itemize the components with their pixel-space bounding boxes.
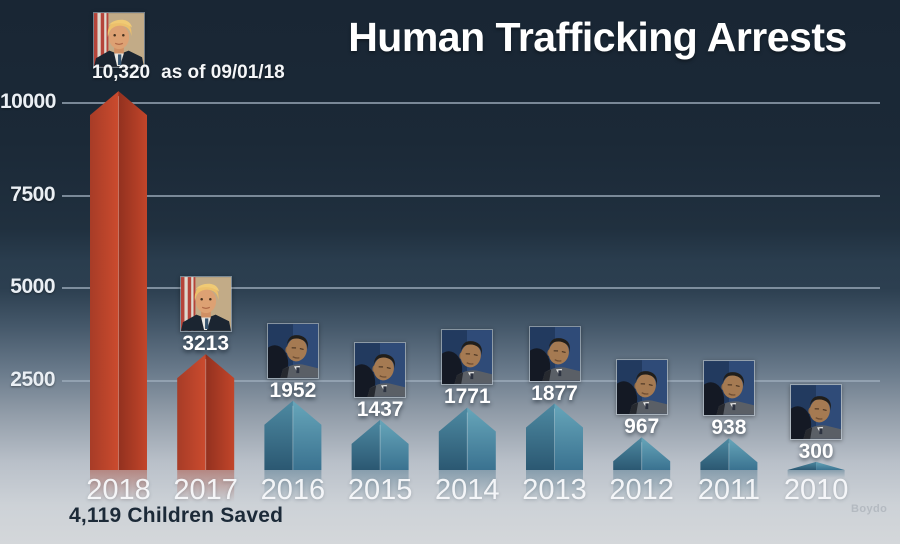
bar-2018-left	[90, 91, 119, 470]
obama-photo-frame	[441, 329, 494, 386]
y-tick-label: 10000	[0, 90, 56, 113]
year-label-2016: 2016	[260, 474, 326, 506]
y-tick-label: 2500	[10, 367, 55, 391]
obama-photo-frame	[615, 359, 668, 416]
value-label-2011: 938	[711, 416, 747, 440]
bar-2018-reflection	[90, 470, 147, 502]
trump-photo-frame	[179, 276, 232, 333]
trump-photo	[93, 13, 144, 67]
trump-photo	[180, 277, 231, 332]
obama-photo	[442, 330, 493, 385]
bar-2013-right	[554, 403, 583, 470]
bar-2018-right	[118, 91, 147, 470]
year-label-2011: 2011	[697, 474, 761, 506]
value-label-2012: 967	[624, 415, 660, 439]
bar-2011-left	[700, 438, 729, 470]
gridline-5000	[62, 287, 880, 289]
top-annotation-suffix: as of 09/01/18	[161, 62, 285, 83]
bar-2011-right	[728, 438, 758, 470]
bar-2010-right	[816, 461, 845, 470]
bar-2013-left	[526, 403, 555, 470]
obama-photo-frame	[528, 325, 581, 382]
gridline-7500	[62, 194, 880, 197]
year-label-2010: 2010	[783, 474, 849, 506]
bar-2015-right	[380, 419, 409, 470]
bar-2017-left	[177, 354, 206, 470]
bar-2014-reflection	[438, 470, 496, 502]
obama-photo	[267, 323, 318, 378]
year-label-2018: 2018	[86, 474, 151, 506]
trump-photo-frame	[92, 12, 145, 68]
bar-2012-left	[613, 437, 642, 470]
children-saved-note: 4,119 Children Saved	[69, 504, 284, 527]
watermark: Boydo	[851, 503, 888, 515]
year-label-2017: 2017	[173, 474, 238, 506]
year-label-2014: 2014	[435, 474, 500, 506]
chart-title: Human Trafficking Arrests	[348, 14, 847, 60]
bar-2016-left	[264, 400, 293, 470]
value-label-2016: 1952	[269, 378, 317, 402]
bar-2010-reflection	[787, 470, 845, 479]
value-label-2013: 1877	[531, 381, 578, 405]
top-annotation-value: 10,320	[92, 62, 151, 83]
year-label-2013: 2013	[522, 474, 587, 506]
obama-photo	[703, 361, 754, 416]
bar-2010-left	[787, 461, 817, 470]
bar-2012-reflection	[613, 470, 671, 502]
year-label-2015: 2015	[347, 474, 413, 506]
bar-2014-left	[438, 407, 468, 470]
bar-2017-reflection	[177, 470, 235, 502]
value-label-2014: 1771	[443, 385, 491, 409]
bar-2014-right	[467, 407, 496, 470]
y-tick-label: 7500	[10, 182, 55, 206]
bar-2015-left	[351, 419, 381, 470]
bar-2016-reflection	[264, 470, 322, 502]
obama-photo	[791, 384, 842, 439]
bar-2016-right	[292, 400, 322, 470]
gridline-10000	[62, 102, 880, 104]
obama-photo-frame	[266, 322, 319, 379]
obama-photo	[355, 342, 406, 397]
value-label-2010: 300	[798, 439, 834, 463]
bar-2015-reflection	[351, 470, 409, 502]
obama-photo-frame	[354, 341, 407, 398]
y-tick-label: 5000	[10, 275, 55, 298]
bar-2012-right	[641, 437, 671, 470]
obama-photo-frame	[790, 383, 843, 440]
bar-2011-reflection	[700, 470, 758, 502]
bar-2017-right	[205, 354, 235, 470]
bar-2013-reflection	[526, 470, 583, 502]
value-label-2017: 3213	[182, 332, 230, 356]
obama-photo-frame	[702, 360, 755, 417]
obama-photo	[616, 360, 667, 415]
value-label-2015: 1437	[356, 397, 404, 421]
obama-photo	[529, 326, 580, 381]
year-label-2012: 2012	[609, 474, 674, 506]
top-annotation: 10,320 as of 09/01/18	[92, 62, 285, 84]
